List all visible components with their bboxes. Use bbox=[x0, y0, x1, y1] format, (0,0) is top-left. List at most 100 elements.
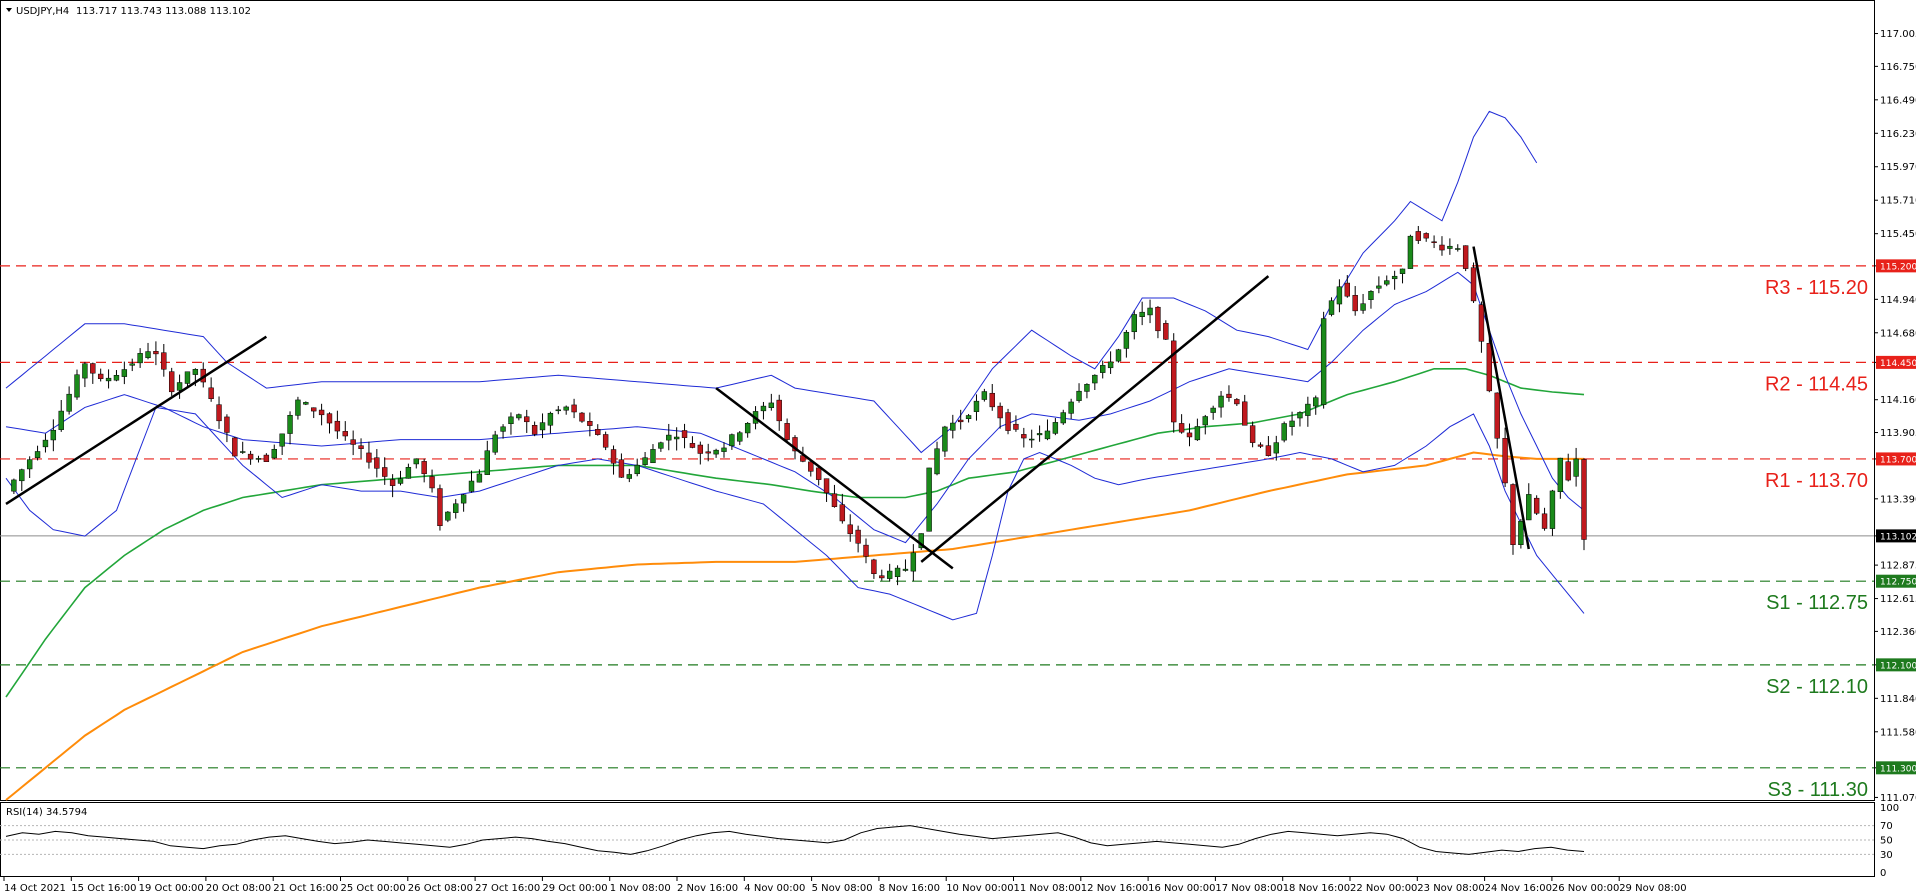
levels-layer bbox=[0, 265, 1874, 769]
candle-body bbox=[105, 377, 112, 382]
candle-body bbox=[342, 431, 348, 437]
candle-body bbox=[318, 409, 325, 416]
level-tag-s2: 112.100 bbox=[1880, 661, 1916, 671]
candle-body bbox=[279, 433, 285, 447]
candle-body bbox=[1407, 235, 1414, 269]
candle-body bbox=[271, 448, 277, 459]
trendline-3 bbox=[920, 275, 1270, 563]
x-tick-label: 4 Nov 00:00 bbox=[744, 883, 805, 894]
candle-body bbox=[610, 449, 617, 464]
candle-body bbox=[689, 443, 696, 448]
candle-body bbox=[1376, 285, 1382, 289]
y-tick-label: 114.160 bbox=[1880, 395, 1916, 406]
candle-body bbox=[508, 416, 514, 425]
candle-body bbox=[66, 393, 72, 412]
candle-body bbox=[1431, 241, 1437, 243]
candle-body bbox=[168, 371, 175, 393]
candle-body bbox=[1155, 306, 1161, 332]
candle-body bbox=[11, 479, 17, 492]
candle-body bbox=[981, 391, 988, 400]
current-price-tag: 113.102 bbox=[1880, 532, 1916, 542]
candle-body bbox=[1415, 231, 1422, 241]
candle-body bbox=[1115, 349, 1122, 362]
candle-body bbox=[871, 559, 877, 575]
candle-body bbox=[792, 437, 798, 452]
y-tick-label: 113.390 bbox=[1880, 494, 1916, 505]
candle-body bbox=[1533, 497, 1540, 514]
candle-body bbox=[1360, 303, 1366, 311]
candle-body bbox=[176, 382, 183, 391]
candle-body bbox=[839, 504, 846, 522]
candle-body bbox=[516, 414, 522, 419]
candle-body bbox=[1194, 426, 1201, 441]
candle-body bbox=[263, 454, 270, 462]
candle-body bbox=[1178, 423, 1185, 433]
candle-body bbox=[1581, 459, 1587, 540]
x-tick-label: 8 Nov 16:00 bbox=[879, 883, 940, 894]
candle-body bbox=[1391, 275, 1398, 280]
candle-body bbox=[879, 575, 885, 579]
candle-body bbox=[303, 402, 309, 405]
chart-symbol: USDJPY,H4 bbox=[16, 6, 69, 17]
x-tick-label: 19 Oct 00:00 bbox=[139, 883, 204, 894]
x-tick-label: 23 Nov 08:00 bbox=[1417, 883, 1484, 894]
candle-body bbox=[539, 422, 546, 431]
candle-body bbox=[571, 404, 577, 413]
candle-body bbox=[847, 524, 853, 535]
candle-body bbox=[1249, 425, 1256, 443]
x-tick-label: 29 Nov 08:00 bbox=[1619, 883, 1686, 894]
candle-body bbox=[1352, 295, 1358, 312]
candle-body bbox=[460, 494, 467, 504]
candle-body bbox=[1052, 422, 1059, 434]
candle-body bbox=[476, 473, 483, 483]
candle-body bbox=[287, 414, 293, 434]
candle-body bbox=[82, 363, 88, 379]
candle-body bbox=[595, 429, 601, 435]
candle-body bbox=[1462, 245, 1469, 269]
candle-body bbox=[90, 363, 96, 374]
candle-body bbox=[1557, 457, 1564, 493]
level-label-r3: R3 - 115.20 bbox=[1765, 277, 1868, 299]
bollinger-mid-line bbox=[5, 271, 1585, 544]
x-tick-label: 1 Nov 08:00 bbox=[610, 883, 671, 894]
candle-body bbox=[326, 413, 333, 424]
candle-body bbox=[1036, 433, 1043, 436]
collapse-triangle-icon[interactable] bbox=[6, 8, 12, 12]
x-axis: 14 Oct 2021 15 Oct 16:00 19 Oct 00:00 20 Oc… bbox=[3, 877, 1687, 894]
candle-body bbox=[886, 570, 893, 579]
candle-body bbox=[34, 451, 41, 458]
candle-body bbox=[350, 439, 356, 445]
level-tag-s1: 112.750 bbox=[1880, 578, 1916, 588]
candle-body bbox=[1305, 403, 1311, 416]
level-tag-bg-s2 bbox=[1876, 658, 1916, 672]
main-plot-frame bbox=[0, 0, 1875, 801]
candle-body bbox=[823, 478, 830, 494]
candle-body bbox=[1423, 233, 1429, 239]
candle-body bbox=[429, 476, 435, 489]
candle-body bbox=[1044, 430, 1051, 440]
x-tick-label: 18 Nov 16:00 bbox=[1283, 883, 1350, 894]
candle-body bbox=[19, 469, 25, 482]
candle-body bbox=[831, 493, 838, 507]
y-tick-label: 111.580 bbox=[1880, 727, 1916, 738]
candle-body bbox=[855, 529, 861, 544]
candle-body bbox=[240, 451, 246, 453]
candle-body bbox=[808, 461, 814, 472]
candle-body bbox=[1265, 445, 1272, 456]
candle-body bbox=[97, 373, 104, 379]
candle-body bbox=[1447, 245, 1453, 249]
candle-body bbox=[137, 353, 143, 364]
candle-body bbox=[26, 459, 33, 470]
candle-body bbox=[468, 480, 475, 492]
candle-body bbox=[224, 416, 230, 433]
y-tick-label: 112.615 bbox=[1880, 594, 1916, 605]
level-labels: R3 - 115.20 115.200 R2 - 114.45 114.450 R1 -… bbox=[1765, 259, 1916, 801]
level-tag-r3: 115.200 bbox=[1880, 262, 1916, 272]
candle-body bbox=[121, 369, 128, 377]
candle-body bbox=[453, 503, 459, 513]
candle-body bbox=[902, 568, 909, 571]
ma-green-line bbox=[5, 368, 1585, 698]
candle-body bbox=[74, 374, 80, 398]
rsi-header: RSI(14) 34.5794 bbox=[6, 807, 87, 818]
